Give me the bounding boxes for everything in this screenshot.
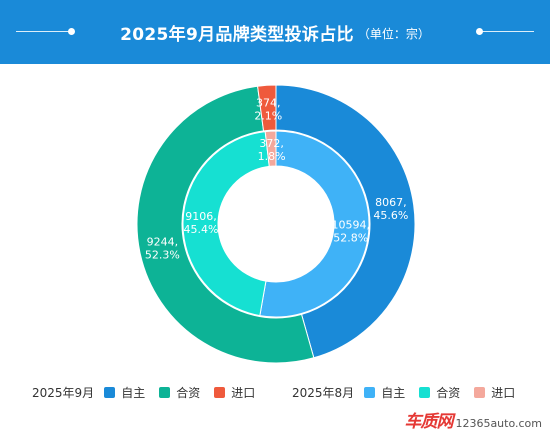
header-right-dot (476, 28, 483, 35)
legend-item-label: 进口 (491, 385, 516, 400)
brand-logo: 车质网 12365auto.com (404, 407, 542, 432)
header-right-line (480, 31, 534, 32)
outer-ring-slice-2[interactable] (257, 84, 277, 132)
legend-swatch (419, 386, 431, 398)
outer-ring-slice-1[interactable] (136, 85, 315, 364)
legend-group-label: 2025年9月 (32, 385, 95, 400)
outer-ring-label-1: 9244, 52.3% (145, 236, 180, 262)
logo-url: 12365auto.com (455, 417, 542, 430)
legend-item-label: 进口 (231, 385, 256, 400)
inner-ring-slice-0[interactable] (259, 130, 370, 318)
legend-item-label: 自主 (121, 385, 146, 400)
legend-group-sep: 2025年9月 自主 合资 进口 (32, 384, 269, 400)
header-left-dot (68, 28, 75, 35)
inner-ring-slice-1[interactable] (182, 131, 270, 317)
legend-item-aug-jv[interactable]: 合资 (419, 384, 460, 401)
legend-item-sep-import[interactable]: 进口 (214, 384, 255, 401)
outer-ring-slice-0[interactable] (275, 84, 416, 359)
outer-ring-label-2: 374, 2.1% (254, 96, 282, 122)
legend-swatch (159, 386, 171, 398)
header-bar (0, 0, 550, 64)
title-wrap: 2025年9月品牌类型投诉占比 （单位：宗） (0, 0, 550, 64)
legend-item-aug-domestic[interactable]: 自主 (364, 384, 405, 401)
legend-swatch (474, 386, 486, 398)
inner-ring-label-1: 9106, 45.4% (184, 210, 219, 236)
outer-ring-label-0: 8067, 45.6% (373, 196, 408, 222)
header-left-line (16, 31, 70, 32)
inner-ring-slice-2[interactable] (264, 130, 277, 167)
legend-item-sep-jv[interactable]: 合资 (159, 384, 200, 401)
legend-item-sep-domestic[interactable]: 自主 (104, 384, 145, 401)
legend-group-label: 2025年8月 (292, 385, 355, 400)
chart-title: 2025年9月品牌类型投诉占比 (120, 24, 354, 45)
inner-ring-label-2: 372, 1.8% (258, 137, 286, 163)
legend-item-label: 合资 (176, 385, 201, 400)
legend-item-aug-import[interactable]: 进口 (474, 384, 515, 401)
legend-item-label: 自主 (381, 385, 406, 400)
donut-chart: 8067, 45.6% 9244, 52.3% 374, 2.1% 10594, 52.8% 9… (136, 84, 416, 364)
legend-swatch (104, 386, 116, 398)
legend-item-label: 合资 (436, 385, 461, 400)
legend-swatch (364, 386, 376, 398)
legend-group-aug: 2025年8月 自主 合资 进口 (292, 384, 529, 400)
inner-ring-label-0: 10594, 52.8% (331, 219, 370, 245)
chart-subtitle: （单位：宗） (357, 27, 430, 41)
logo-name: 车质网 (404, 412, 453, 432)
legend-swatch (214, 386, 226, 398)
